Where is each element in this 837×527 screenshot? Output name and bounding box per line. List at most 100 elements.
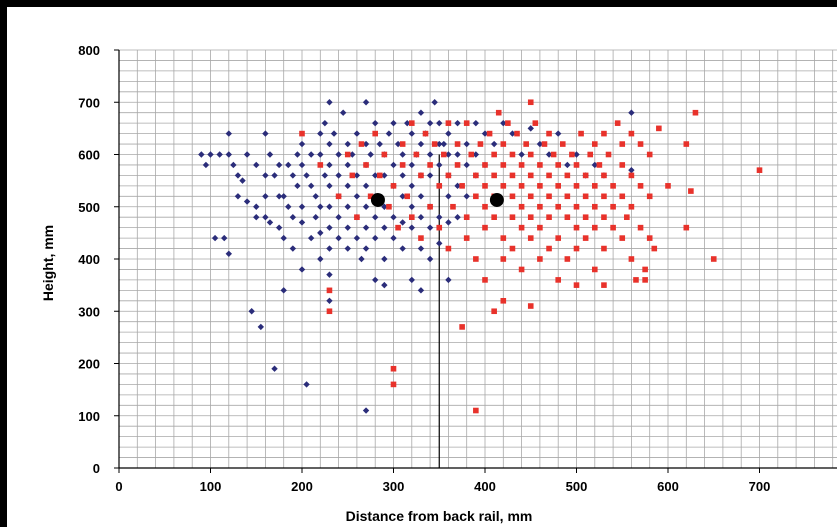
diamond-point — [454, 214, 461, 221]
diamond-point — [317, 203, 324, 210]
square-point — [537, 183, 543, 189]
square-point — [592, 183, 598, 189]
square-point — [592, 224, 598, 231]
diamond-point — [573, 151, 580, 158]
diamond-point — [367, 151, 374, 158]
diamond-point — [454, 151, 461, 158]
diamond-point — [257, 323, 265, 331]
square-point — [573, 203, 580, 210]
square-point — [505, 120, 511, 126]
diamond-point — [399, 151, 406, 158]
diamond-point — [289, 245, 297, 252]
diamond-point — [275, 161, 283, 169]
diamond-point — [326, 161, 333, 169]
diamond-point — [326, 203, 333, 210]
square-point — [482, 203, 488, 210]
diamond-point — [344, 182, 351, 190]
square-point — [550, 151, 557, 158]
square-point — [683, 141, 690, 147]
diamond-point — [262, 214, 269, 221]
diamond-point — [280, 193, 287, 200]
square-point — [436, 224, 443, 231]
square-point — [409, 214, 415, 220]
square-point — [317, 162, 324, 168]
square-point — [409, 120, 415, 126]
diamond-point — [440, 140, 448, 148]
square-point — [651, 245, 658, 252]
square-point — [399, 162, 406, 168]
diamond-point — [372, 172, 379, 179]
diamond-point — [372, 234, 379, 242]
diamond-point — [362, 140, 370, 148]
square-point — [555, 203, 561, 210]
square-point — [445, 245, 452, 252]
diamond-point — [298, 266, 306, 273]
diamond-point — [225, 151, 232, 158]
square-point — [518, 266, 525, 273]
diamond-point — [275, 224, 283, 231]
square-point — [468, 151, 475, 158]
square-point — [582, 193, 589, 200]
diamond-point — [481, 130, 489, 137]
mean-markers — [370, 192, 504, 207]
diamond-point — [372, 276, 379, 284]
square-point — [518, 183, 525, 189]
diamond-point — [417, 214, 425, 221]
diamond-point — [362, 407, 370, 414]
square-point — [555, 277, 561, 283]
diamond-point — [294, 182, 301, 190]
square-point — [413, 151, 420, 158]
diamond-point — [445, 130, 452, 137]
diamond-point — [225, 130, 232, 137]
diamond-point — [349, 151, 356, 158]
square-point — [473, 407, 479, 414]
x-tick-label: 0 — [115, 479, 122, 494]
series-square-points — [299, 99, 763, 414]
square-point — [527, 303, 534, 309]
diamond-point — [376, 140, 383, 148]
square-point — [610, 183, 616, 189]
x-tick-label: 700 — [749, 479, 771, 494]
square-point — [459, 183, 465, 189]
square-point — [477, 141, 484, 147]
square-point — [569, 151, 575, 158]
square-point — [582, 235, 589, 241]
diamond-point — [385, 130, 393, 137]
square-point — [537, 203, 543, 210]
square-point — [688, 188, 694, 194]
scatter-chart: 0 100 200 300 400 500 600 700 800 0 100 200 300 400 5… — [40, 43, 837, 524]
square-point — [500, 235, 507, 241]
square-point — [555, 162, 561, 168]
square-point — [578, 130, 584, 137]
x-axis-title: Distance from back rail, mm — [346, 508, 533, 524]
diamond-point — [445, 276, 452, 284]
square-point — [646, 193, 653, 200]
square-point — [656, 125, 662, 132]
square-point — [546, 172, 552, 179]
square-point — [527, 151, 534, 158]
diamond-point — [426, 151, 434, 158]
square-point — [619, 141, 626, 147]
square-point — [527, 172, 534, 179]
diamond-point — [289, 172, 297, 179]
diamond-point — [399, 172, 406, 179]
diamond-point — [326, 182, 333, 190]
square-point — [473, 193, 479, 200]
x-tick-label: 500 — [566, 479, 588, 494]
diamond-point — [399, 219, 406, 226]
diamond-point — [298, 203, 306, 210]
diamond-point — [358, 255, 365, 263]
square-point — [463, 120, 470, 126]
square-point — [546, 130, 552, 137]
diamond-point — [454, 182, 461, 190]
square-point — [450, 203, 456, 210]
square-point — [665, 183, 671, 189]
square-point — [527, 235, 534, 241]
diamond-point — [436, 214, 443, 221]
square-point — [573, 162, 580, 168]
diamond-point — [285, 161, 292, 169]
square-point — [326, 308, 333, 315]
diamond-point — [307, 234, 315, 242]
square-point — [546, 245, 552, 252]
